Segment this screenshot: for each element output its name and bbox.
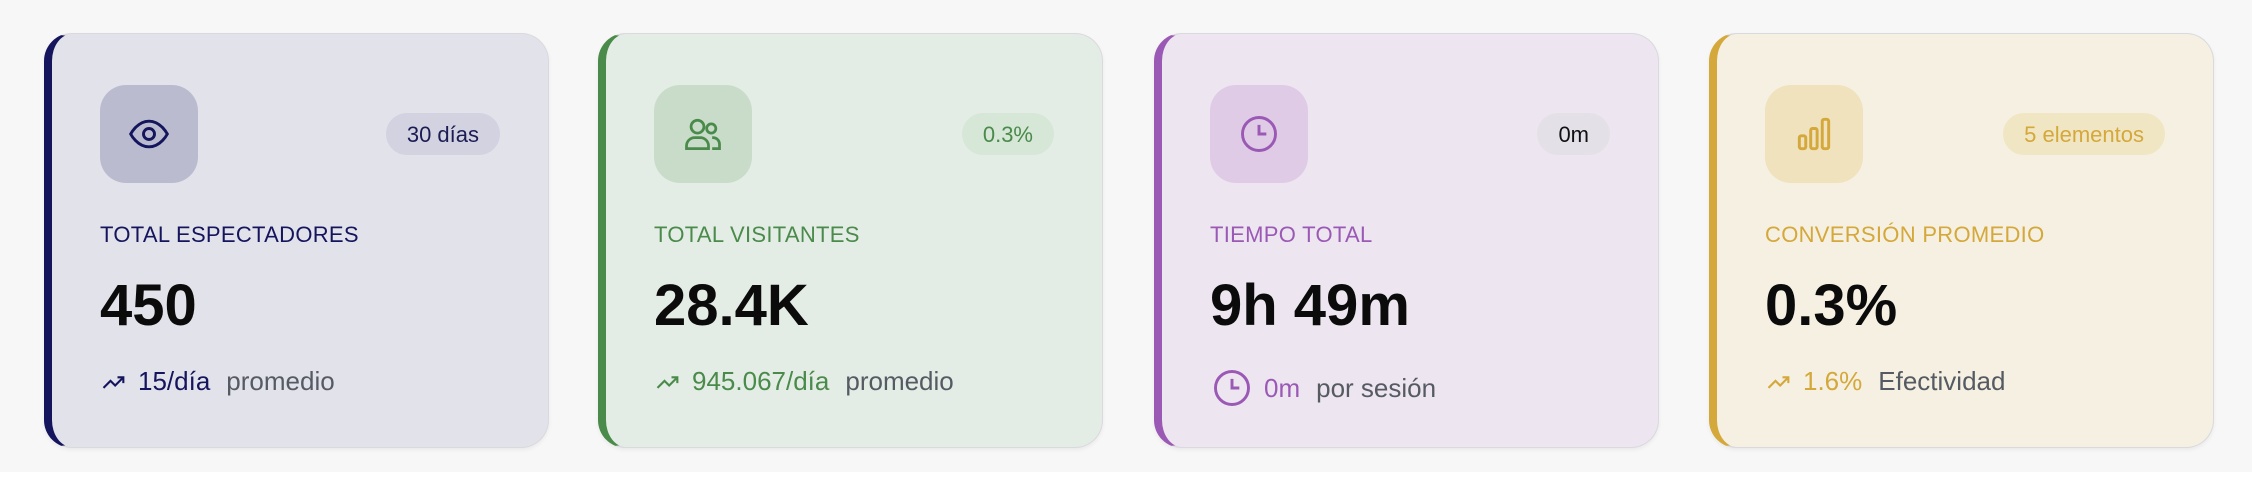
stat-footer-text: promedio — [845, 366, 954, 396]
stat-footer: 1.6% Efectividad — [1765, 366, 2005, 397]
stat-footer: 15/día promedio — [100, 366, 335, 397]
stat-footer-value: 15/día — [138, 366, 211, 396]
stat-value: 9h 49m — [1210, 273, 1410, 338]
stat-card: 0m TIEMPO TOTAL 9h 49m 0m por sesión — [1154, 33, 1659, 448]
stat-label: TOTAL ESPECTADORES — [100, 222, 359, 247]
stat-badge: 30 días — [385, 113, 500, 155]
stat-value: 0.3% — [1765, 273, 1898, 338]
stat-value: 450 — [100, 273, 197, 338]
clock-icon — [1210, 85, 1308, 183]
eye-icon — [100, 85, 198, 183]
stat-card: 5 elementos CONVERSIÓN PROMEDIO 0.3% 1.6… — [1709, 33, 2214, 448]
stat-footer-value: 0m — [1264, 372, 1301, 403]
stat-footer: 0m por sesión — [1210, 366, 1436, 410]
stat-value: 28.4K — [654, 273, 809, 338]
trending-up-icon — [654, 368, 682, 396]
stat-badge: 5 elementos — [2003, 113, 2165, 155]
stat-footer-text: promedio — [226, 366, 335, 396]
bar-chart-icon — [1765, 85, 1863, 183]
trending-up-icon — [1765, 368, 1793, 396]
users-icon — [654, 85, 752, 183]
stat-footer-text: por sesión — [1316, 372, 1437, 403]
stat-footer-value: 1.6% — [1803, 366, 1863, 396]
stat-label: TOTAL VISITANTES — [654, 222, 860, 247]
clock-icon — [1210, 366, 1254, 410]
stat-card: 0.3% TOTAL VISITANTES 28.4K 945.067/día … — [598, 33, 1103, 448]
stat-footer-text: Efectividad — [1878, 366, 2006, 396]
stat-badge: 0m — [1537, 113, 1610, 155]
stat-label: TIEMPO TOTAL — [1210, 222, 1373, 247]
stat-footer: 945.067/día promedio — [654, 366, 954, 397]
stat-footer-value: 945.067/día — [692, 366, 830, 396]
trending-up-icon — [100, 368, 128, 396]
stat-card: 30 días TOTAL ESPECTADORES 450 15/día pr… — [44, 33, 549, 448]
stat-badge: 0.3% — [961, 113, 1054, 155]
stat-label: CONVERSIÓN PROMEDIO — [1765, 222, 2045, 247]
